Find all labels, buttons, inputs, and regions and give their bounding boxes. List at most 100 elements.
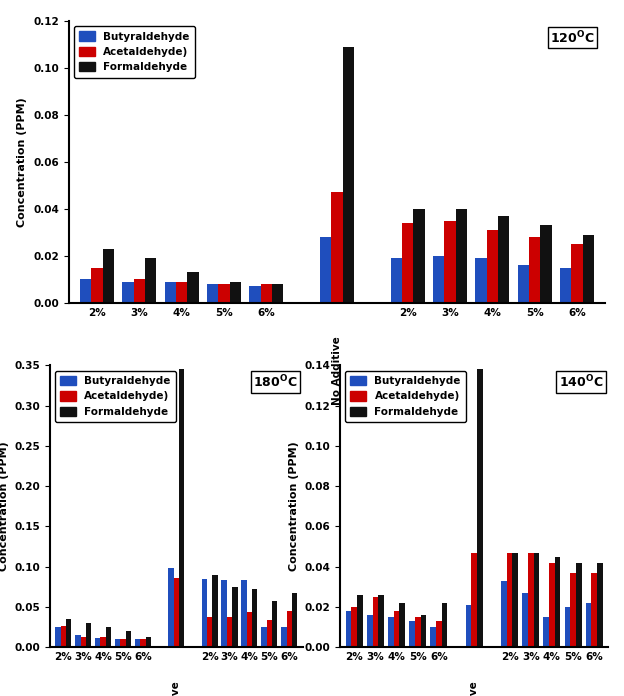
Bar: [86, 623, 91, 647]
Bar: [286, 611, 292, 647]
Bar: [540, 226, 552, 303]
Bar: [176, 282, 187, 303]
Legend: Butyraldehyde, Acetaldehyde), Formaldehyde: Butyraldehyde, Acetaldehyde), Formaldehy…: [55, 370, 176, 422]
Bar: [232, 587, 238, 647]
Bar: [261, 284, 272, 303]
Bar: [241, 580, 246, 647]
Bar: [126, 631, 131, 647]
Bar: [529, 237, 540, 303]
Text: No Additive: No Additive: [332, 337, 342, 405]
Text: Commercial
Nanozeolite: Commercial Nanozeolite: [457, 365, 527, 386]
Bar: [388, 617, 394, 647]
Bar: [583, 235, 594, 303]
Bar: [261, 627, 266, 647]
Bar: [103, 248, 114, 303]
Bar: [391, 258, 402, 303]
Bar: [394, 611, 399, 647]
Bar: [597, 562, 603, 647]
Bar: [555, 557, 560, 647]
Bar: [433, 256, 444, 303]
Bar: [421, 615, 426, 647]
Bar: [222, 580, 227, 647]
Y-axis label: Concentration (PPM): Concentration (PPM): [289, 441, 299, 571]
Bar: [498, 216, 509, 303]
Bar: [436, 621, 442, 647]
Bar: [218, 284, 230, 303]
Text: No Additive: No Additive: [469, 681, 479, 696]
Bar: [378, 595, 384, 647]
Bar: [560, 267, 571, 303]
Bar: [230, 282, 241, 303]
Bar: [576, 562, 582, 647]
Bar: [202, 579, 207, 647]
Bar: [66, 619, 71, 647]
Bar: [135, 639, 140, 647]
Bar: [466, 605, 471, 647]
Bar: [477, 370, 483, 647]
Bar: [367, 615, 373, 647]
Bar: [475, 258, 487, 303]
Text: $\mathbf{140}^{\mathbf{O}}$$\mathbf{C}$: $\mathbf{140}^{\mathbf{O}}$$\mathbf{C}$: [558, 374, 603, 390]
Bar: [187, 272, 198, 303]
Bar: [61, 626, 66, 647]
Bar: [80, 637, 86, 647]
Bar: [246, 612, 252, 647]
Bar: [227, 617, 232, 647]
Bar: [565, 607, 570, 647]
Bar: [431, 627, 436, 647]
Bar: [76, 635, 80, 647]
Bar: [272, 601, 277, 647]
Bar: [402, 223, 413, 303]
Y-axis label: Concentration (PPM): Concentration (PPM): [17, 97, 27, 227]
Bar: [122, 282, 134, 303]
Bar: [346, 611, 351, 647]
Legend: Butyraldehyde, Acetaldehyde), Formaldehyde: Butyraldehyde, Acetaldehyde), Formaldehy…: [74, 26, 195, 78]
Bar: [586, 603, 592, 647]
Bar: [140, 639, 145, 647]
Bar: [471, 553, 477, 647]
Bar: [399, 603, 405, 647]
Bar: [534, 553, 539, 647]
Bar: [179, 370, 184, 647]
Bar: [207, 284, 218, 303]
Bar: [571, 244, 583, 303]
Bar: [168, 569, 173, 647]
Bar: [544, 617, 549, 647]
Bar: [409, 621, 415, 647]
Bar: [95, 638, 100, 647]
Bar: [173, 578, 179, 647]
Bar: [134, 279, 145, 303]
Bar: [592, 573, 597, 647]
Bar: [272, 284, 283, 303]
Bar: [507, 553, 512, 647]
Bar: [115, 639, 120, 647]
Text: Ca(OH)$_2$@zeolite
nanocomposite: Ca(OH)$_2$@zeolite nanocomposite: [133, 365, 230, 390]
Bar: [212, 575, 218, 647]
Bar: [145, 637, 151, 647]
Bar: [145, 258, 157, 303]
Bar: [266, 620, 272, 647]
Y-axis label: Concentration (PPM): Concentration (PPM): [0, 441, 9, 571]
Bar: [120, 639, 125, 647]
Bar: [106, 627, 111, 647]
Text: $\mathbf{120}^{\mathbf{O}}$$\mathbf{C}$: $\mathbf{120}^{\mathbf{O}}$$\mathbf{C}$: [550, 29, 595, 46]
Bar: [207, 617, 212, 647]
Bar: [80, 279, 91, 303]
Bar: [415, 617, 421, 647]
Bar: [512, 553, 518, 647]
Bar: [351, 607, 357, 647]
Bar: [343, 47, 354, 303]
Bar: [413, 209, 425, 303]
Bar: [456, 209, 467, 303]
Text: $\mathbf{180}^{\mathbf{O}}$$\mathbf{C}$: $\mathbf{180}^{\mathbf{O}}$$\mathbf{C}$: [253, 374, 298, 390]
Bar: [528, 553, 534, 647]
Bar: [549, 562, 555, 647]
Legend: Butyraldehyde, Acetaldehyde), Formaldehyde: Butyraldehyde, Acetaldehyde), Formaldehy…: [345, 370, 466, 422]
Bar: [292, 593, 297, 647]
Bar: [517, 265, 529, 303]
Text: No Additive: No Additive: [171, 681, 182, 696]
Bar: [331, 192, 343, 303]
Bar: [56, 627, 61, 647]
Bar: [373, 597, 378, 647]
Bar: [252, 590, 258, 647]
